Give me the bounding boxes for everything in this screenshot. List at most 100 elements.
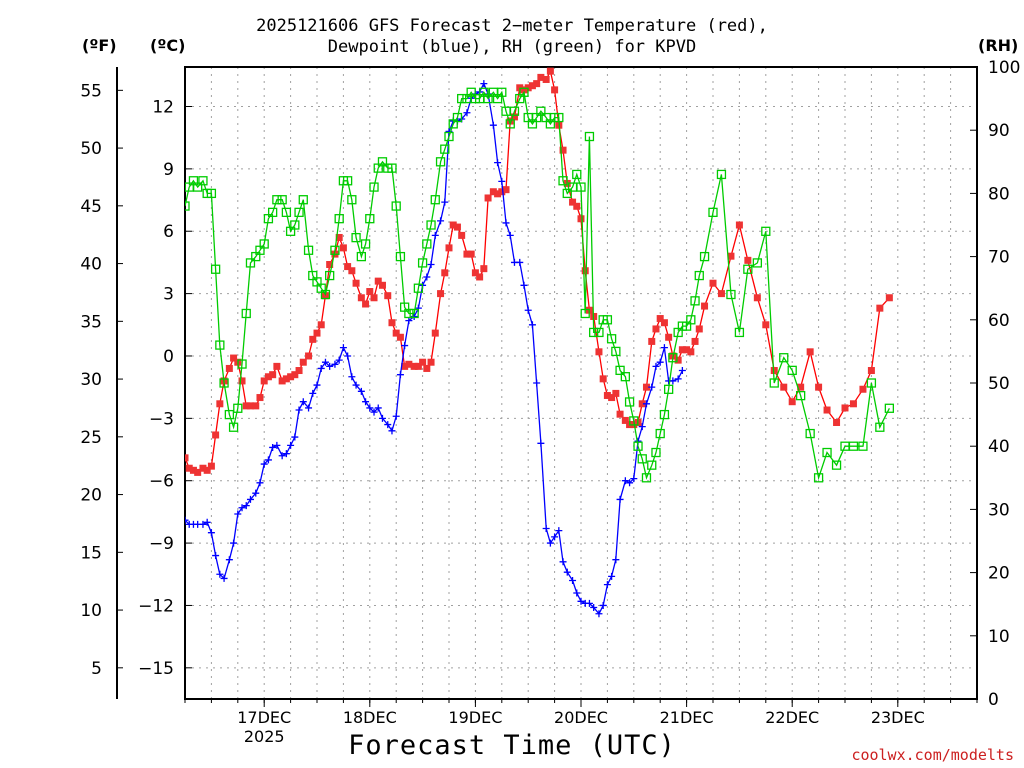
data-point xyxy=(584,131,595,142)
data-point xyxy=(866,378,877,388)
data-point xyxy=(377,157,388,167)
data-point xyxy=(185,201,190,211)
fahrenheit-tick-label: 5 xyxy=(91,659,102,679)
data-point xyxy=(611,346,621,357)
data-point xyxy=(256,394,264,402)
data-point xyxy=(193,182,203,192)
data-point xyxy=(867,367,875,375)
data-point xyxy=(427,261,435,268)
data-point xyxy=(665,333,673,341)
data-point xyxy=(203,466,211,474)
data-point xyxy=(537,73,545,81)
data-point xyxy=(348,373,356,381)
data-point xyxy=(762,321,770,329)
data-point xyxy=(374,277,382,285)
data-point xyxy=(356,251,367,262)
data-point xyxy=(562,188,572,199)
data-point xyxy=(212,431,220,439)
data-point xyxy=(573,202,581,210)
data-point xyxy=(388,427,396,435)
data-point xyxy=(242,402,250,410)
data-point xyxy=(805,428,815,439)
data-point xyxy=(524,306,532,314)
data-point xyxy=(206,188,217,199)
data-point xyxy=(595,610,603,618)
data-point xyxy=(660,344,668,352)
data-point xyxy=(413,283,424,293)
data-point xyxy=(457,93,467,104)
data-point xyxy=(317,364,325,372)
fahrenheit-tick-label: 10 xyxy=(80,601,102,621)
data-point xyxy=(264,373,272,381)
data-point xyxy=(313,329,321,337)
data-point xyxy=(325,270,335,281)
data-point xyxy=(291,433,299,441)
data-point xyxy=(348,267,356,275)
data-point xyxy=(401,342,409,350)
data-point xyxy=(357,294,365,302)
data-point xyxy=(199,464,207,472)
data-point xyxy=(546,539,554,547)
data-point xyxy=(656,358,664,366)
data-point xyxy=(277,195,287,205)
data-point xyxy=(652,362,660,370)
data-point xyxy=(395,251,406,262)
source-credit[interactable]: coolwx.com/modelts xyxy=(851,746,1014,764)
data-point xyxy=(422,239,432,249)
data-point xyxy=(423,364,431,372)
rh-tick-label: 0 xyxy=(988,690,999,710)
data-point xyxy=(335,233,343,241)
data-point xyxy=(687,348,695,356)
series-rh xyxy=(185,87,895,483)
data-point xyxy=(267,207,278,218)
data-point xyxy=(305,352,313,360)
data-point xyxy=(699,251,710,262)
x-tick-label: 17DEC xyxy=(237,708,291,727)
data-point xyxy=(230,539,238,547)
data-point xyxy=(303,245,314,255)
data-point xyxy=(256,479,264,487)
data-point xyxy=(426,220,436,230)
x-tick-label: 18DEC xyxy=(343,708,397,727)
data-point xyxy=(233,403,243,413)
data-point xyxy=(569,198,577,206)
data-point xyxy=(494,159,502,167)
data-point xyxy=(342,176,353,186)
celsius-tick-label: 6 xyxy=(163,222,174,242)
fahrenheit-tick-label: 15 xyxy=(80,543,102,563)
data-point xyxy=(642,383,650,391)
series-group xyxy=(185,67,895,618)
data-point xyxy=(282,450,290,458)
data-point xyxy=(480,80,488,88)
data-point xyxy=(537,439,545,447)
data-point xyxy=(384,292,392,300)
data-point xyxy=(225,364,233,372)
data-point xyxy=(216,570,224,578)
data-point xyxy=(309,389,317,397)
data-point xyxy=(823,406,831,414)
data-point xyxy=(641,473,652,483)
data-point xyxy=(599,601,607,609)
chart-title: 2025121606 GFS Forecast 2−meter Temperat… xyxy=(256,16,768,36)
rh-tick-label: 10 xyxy=(988,627,1010,647)
data-point xyxy=(533,80,541,88)
data-point xyxy=(770,367,778,375)
data-point xyxy=(779,353,789,363)
data-point xyxy=(581,267,589,275)
data-point xyxy=(594,327,604,338)
data-point xyxy=(580,308,590,319)
data-point xyxy=(252,489,260,497)
data-point xyxy=(331,360,339,368)
data-point xyxy=(624,397,635,407)
data-point xyxy=(273,441,281,449)
data-point xyxy=(608,394,616,402)
data-point xyxy=(352,381,360,389)
data-point xyxy=(365,214,375,224)
fahrenheit-tick-label: 35 xyxy=(80,312,102,332)
data-point xyxy=(273,362,281,370)
data-point xyxy=(506,231,514,239)
data-point xyxy=(445,244,453,252)
data-point xyxy=(590,604,598,612)
data-point xyxy=(305,404,313,412)
rh-tick-label: 20 xyxy=(988,564,1010,584)
